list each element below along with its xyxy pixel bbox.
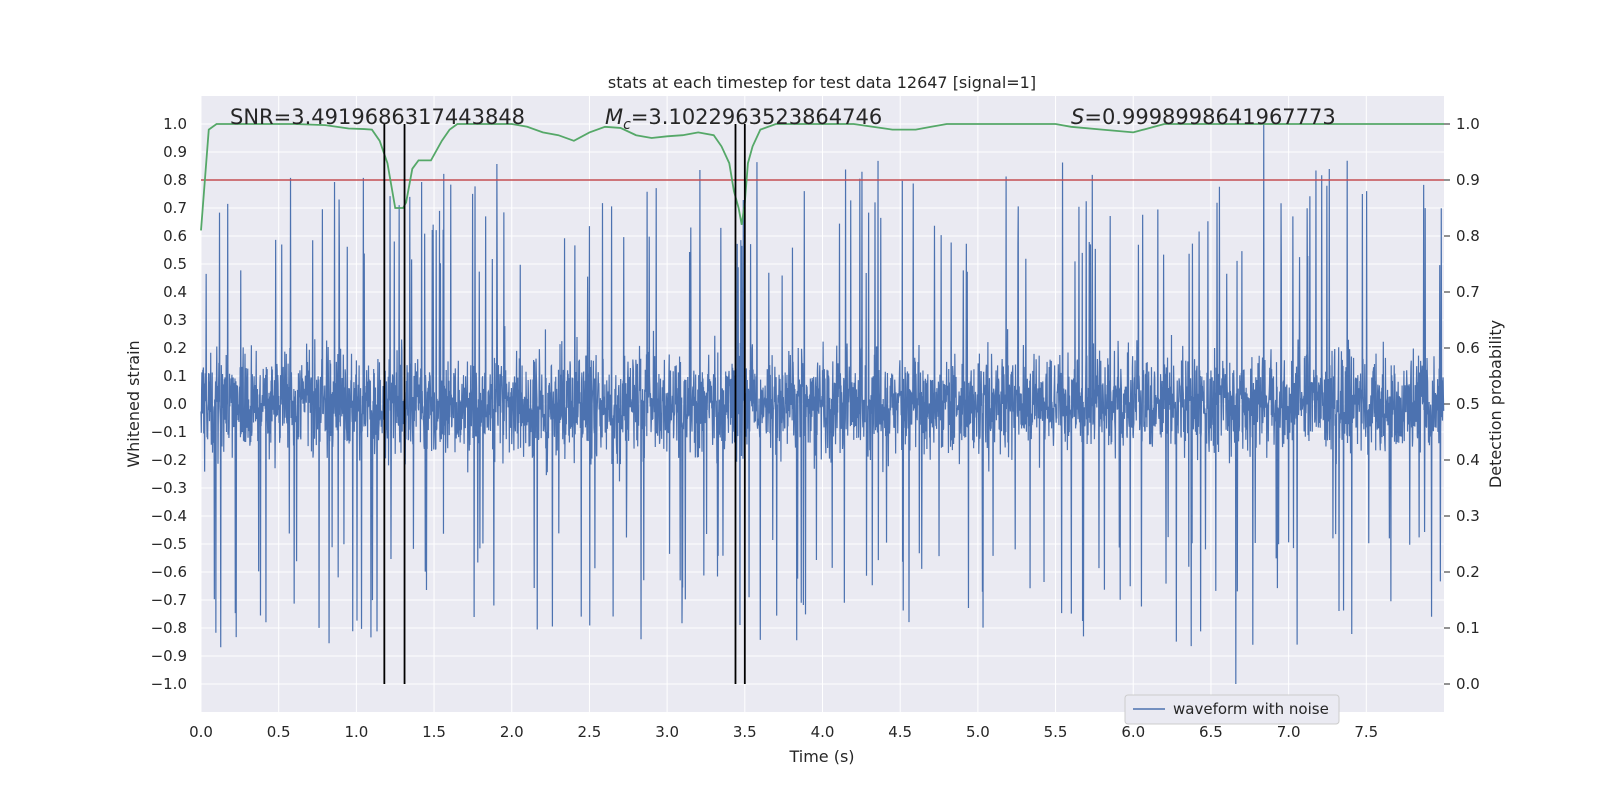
x-tick-label: 2.0 — [500, 723, 524, 741]
x-tick-label: 7.0 — [1277, 723, 1301, 741]
y-axis-label-right: Detection probability — [1486, 320, 1505, 488]
y-tick-label-right: 0.8 — [1456, 227, 1480, 245]
y-tick-label-left: −0.4 — [151, 507, 187, 525]
waveform-series — [200, 123, 1445, 685]
x-tick-label: 6.0 — [1121, 723, 1145, 741]
y-tick-label-left: 0.8 — [163, 171, 187, 189]
mc-annotation: Mc=3.1022963523864746 — [605, 105, 882, 133]
y-tick-label-left: 0.6 — [163, 227, 187, 245]
y-tick-label-right: 0.6 — [1456, 339, 1480, 357]
x-tick-label: 6.5 — [1199, 723, 1223, 741]
mc-symbol: M — [605, 105, 623, 129]
y-tick-label-left: 0.5 — [163, 255, 187, 273]
y-tick-label-left: 0.7 — [163, 199, 187, 217]
s-value: =0.9998998641967773 — [1084, 105, 1335, 129]
chart-title: stats at each timestep for test data 126… — [608, 73, 1036, 92]
x-tick-label: 4.5 — [888, 723, 912, 741]
y-tick-label-left: −0.2 — [151, 451, 187, 469]
y-tick-label-left: 0.0 — [163, 395, 187, 413]
y-tick-label-left: −0.8 — [151, 619, 187, 637]
mc-subscript: c — [623, 117, 631, 133]
y-tick-label-left: −1.0 — [151, 675, 187, 693]
x-tick-label: 1.5 — [422, 723, 446, 741]
y-tick-label-left: 0.2 — [163, 339, 187, 357]
y-tick-label-right: 0.2 — [1456, 563, 1480, 581]
y-tick-label-left: 0.3 — [163, 311, 187, 329]
y-tick-label-left: 0.9 — [163, 143, 187, 161]
snr-annotation: SNR=3.4919686317443848 — [230, 105, 525, 129]
x-tick-label: 3.0 — [655, 723, 679, 741]
x-tick-label: 5.0 — [966, 723, 990, 741]
y-tick-label-left: 0.4 — [163, 283, 187, 301]
s-annotation: S=0.9998998641967773 — [1071, 105, 1336, 129]
y-tick-label-right: 0.0 — [1456, 675, 1480, 693]
s-symbol: S — [1071, 105, 1084, 129]
x-tick-label: 7.5 — [1354, 723, 1378, 741]
x-tick-label: 2.5 — [578, 723, 602, 741]
y-tick-label-left: −0.7 — [151, 591, 187, 609]
x-tick-label: 3.5 — [733, 723, 757, 741]
detection-probability-line — [200, 123, 1444, 231]
vertical-markers — [383, 124, 746, 684]
y-tick-label-left: −0.5 — [151, 535, 187, 553]
y-tick-label-left: −0.1 — [151, 423, 187, 441]
x-tick-label: 5.5 — [1044, 723, 1068, 741]
y-tick-label-right: 0.3 — [1456, 507, 1480, 525]
x-axis-label: Time (s) — [788, 747, 854, 766]
tick-labels: 0.0 0.5 1.0 1.5 2.0 2.5 3.0 3.5 4.0 4.5 5.0 5.5 6.0 6… — [151, 115, 1480, 741]
probability-series — [200, 123, 1444, 231]
y-tick-label-right: 1.0 — [1456, 115, 1480, 133]
waveform-line — [200, 123, 1445, 685]
y-axis-label-left: Whitened strain — [124, 340, 143, 467]
y-tick-label-left: −0.3 — [151, 479, 187, 497]
y-tick-label-right: 0.1 — [1456, 619, 1480, 637]
x-tick-label: 1.0 — [344, 723, 368, 741]
x-tick-label: 0.5 — [267, 723, 291, 741]
x-tick-label: 0.0 — [189, 723, 213, 741]
y-tick-label-left: −0.6 — [151, 563, 187, 581]
y-tick-label-left: 0.1 — [163, 367, 187, 385]
legend: waveform with noise — [1124, 694, 1340, 725]
mc-value: =3.1022963523864746 — [631, 105, 882, 129]
y-tick-label-left: 1.0 — [163, 115, 187, 133]
y-tick-label-left: −0.9 — [151, 647, 187, 665]
y-tick-label-right: 0.9 — [1456, 171, 1480, 189]
y-tick-label-right: 0.5 — [1456, 395, 1480, 413]
y-tick-label-right: 0.7 — [1456, 283, 1480, 301]
legend-label: waveform with noise — [1173, 700, 1329, 718]
legend-box — [1124, 694, 1340, 725]
y-tick-label-right: 0.4 — [1456, 451, 1480, 469]
x-tick-label: 4.0 — [811, 723, 835, 741]
